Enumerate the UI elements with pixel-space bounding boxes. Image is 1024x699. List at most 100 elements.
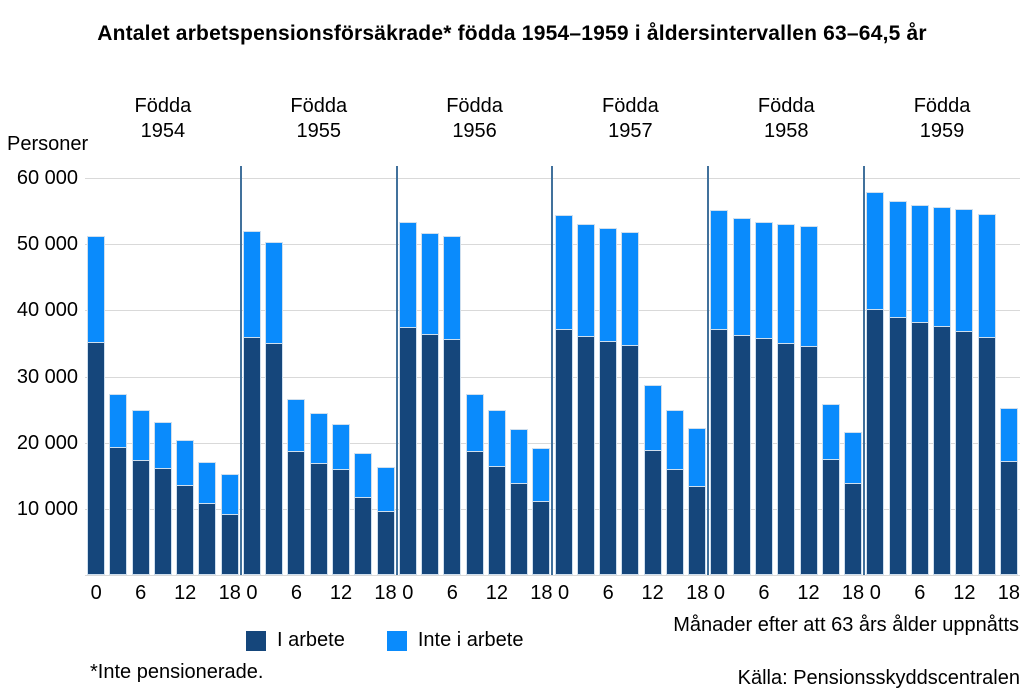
cohort-panel-1957: Födda 1957 0 6 12 18 [551, 95, 708, 604]
x-tick-label: 12 [641, 582, 664, 604]
bar-segment-inte-i-arbete [933, 207, 952, 327]
cohort-panel-1954: Födda 1954 0 6 12 18 [85, 95, 241, 604]
bar-segment-i-arbete [198, 504, 217, 575]
bar-segment-inte-i-arbete [821, 404, 840, 460]
stacked-bar-month-15 [821, 404, 840, 575]
x-tick-label [886, 582, 908, 605]
bar-segment-i-arbete [242, 338, 261, 575]
bar-slot [330, 178, 352, 575]
bar-segment-i-arbete [955, 331, 974, 575]
bar-segment-inte-i-arbete [576, 224, 595, 338]
bar-slot [352, 178, 374, 575]
x-tick-label [308, 582, 330, 605]
bar-segment-i-arbete [688, 487, 707, 575]
bar-segment-inte-i-arbete [465, 394, 484, 452]
x-tick-label [975, 582, 997, 605]
stacked-bar-month-3 [109, 394, 128, 575]
bars-1958 [708, 178, 864, 575]
bar-segment-inte-i-arbete [643, 385, 662, 451]
bar-slot [731, 178, 753, 575]
panel-header-line: Födda [757, 95, 815, 117]
y-axis-tick-labels: 60 000 50 000 40 000 30 000 20 000 10 000 [0, 167, 78, 575]
panel-separator [395, 166, 398, 575]
bar-segment-inte-i-arbete [732, 218, 751, 337]
x-tick-label [775, 582, 797, 605]
bar-segment-i-arbete [443, 340, 462, 575]
stacked-bar-month-15 [510, 429, 529, 575]
x-tick-label: 0 [713, 582, 725, 604]
bar-segment-inte-i-arbete [309, 412, 328, 464]
panel-header-1957: Födda 1957 [552, 94, 708, 144]
bar-slot [909, 178, 931, 575]
stacked-bar-month-9 [621, 231, 640, 575]
bar-slot [463, 178, 485, 575]
x-tick-label: 0 [558, 582, 570, 604]
bar-slot [597, 178, 619, 575]
panel-separator [551, 166, 554, 575]
stacked-bar-month-6 [754, 221, 773, 575]
x-tick-label [419, 582, 441, 605]
bar-slot [664, 178, 686, 575]
bar-slot [575, 178, 597, 575]
stacked-bar-month-9 [465, 394, 484, 575]
panel-header-1955: Födda 1955 [241, 94, 397, 144]
bar-slot [219, 178, 241, 575]
x-tick-label: 18 [686, 582, 709, 604]
stacked-bar-month-0 [554, 215, 573, 575]
bar-segment-i-arbete [821, 459, 840, 575]
panel-header-line: 1957 [608, 120, 653, 142]
cohort-panel-1956: Födda 1956 0 6 12 18 [395, 95, 553, 604]
bar-segment-inte-i-arbete [220, 474, 239, 515]
bar-segment-inte-i-arbete [487, 410, 506, 467]
x-tick-label: 6 [758, 582, 770, 604]
bars-1959 [864, 178, 1020, 575]
bars-1957 [552, 178, 708, 575]
bar-segment-i-arbete [732, 336, 751, 575]
panel-header-1954: Födda 1954 [85, 94, 241, 144]
footnote: *Inte pensionerade. [90, 661, 264, 683]
x-tick-label: 12 [953, 582, 976, 604]
bar-segment-inte-i-arbete [332, 423, 351, 471]
bar-segment-i-arbete [576, 337, 595, 575]
cohort-panel-1955: Födda 1955 0 6 12 18 [239, 95, 397, 604]
bar-slot [174, 178, 196, 575]
x-tick-row-1959: 0 6 12 18 [864, 582, 1020, 605]
bar-segment-inte-i-arbete [844, 432, 863, 484]
stacked-bar-month-18 [688, 428, 707, 575]
bar-segment-i-arbete [109, 447, 128, 575]
bar-slot [686, 178, 708, 575]
bar-segment-inte-i-arbete [421, 232, 440, 336]
x-tick-label: 0 [246, 582, 258, 604]
panel-separator [707, 166, 710, 575]
stacked-bar-month-3 [888, 200, 907, 575]
x-tick-row-1957: 0 6 12 18 [552, 582, 708, 605]
cohort-panel-1959: Födda 1959 0 6 12 18 [863, 95, 1020, 604]
bar-segment-inte-i-arbete [443, 236, 462, 341]
bar-slot [975, 178, 997, 575]
panel-header-line: 1954 [140, 120, 186, 142]
stacked-bar-month-0 [710, 210, 729, 575]
x-tick-label: 0 [869, 582, 881, 604]
bar-segment-i-arbete [265, 344, 284, 575]
panel-header-line: 1956 [452, 120, 497, 142]
bar-segment-inte-i-arbete [354, 452, 373, 498]
x-tick-label: 6 [290, 582, 303, 604]
bar-slot [953, 178, 975, 575]
bar-slot [196, 178, 218, 575]
x-tick-label [731, 582, 753, 605]
stacked-bar-month-15 [665, 410, 684, 575]
x-tick-label [352, 582, 374, 605]
bar-segment-inte-i-arbete [910, 205, 929, 323]
bar-segment-i-arbete [888, 317, 907, 575]
stacked-bar-month-3 [732, 218, 751, 575]
bar-slot [508, 178, 530, 575]
panel-header-1959: Födda 1959 [864, 94, 1020, 144]
bar-segment-inte-i-arbete [398, 222, 417, 329]
x-tick-label: 12 [485, 582, 508, 604]
x-tick-label: 6 [446, 582, 458, 604]
stacked-bar-month-9 [153, 421, 172, 575]
bar-segment-i-arbete [977, 338, 996, 575]
bar-segment-i-arbete [844, 483, 863, 575]
stacked-bar-month-6 [910, 205, 929, 575]
stacked-bar-month-15 [198, 461, 217, 575]
